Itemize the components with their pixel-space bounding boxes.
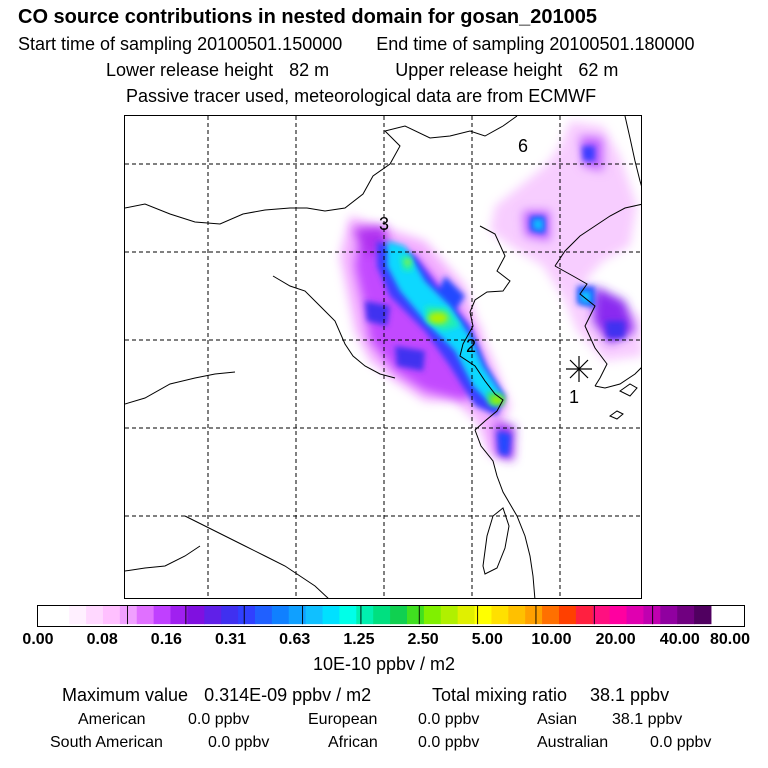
region-name: Australian [537, 734, 609, 751]
sampling-time-line: Start time of sampling 20100501.150000 E… [18, 34, 695, 55]
coastlines [125, 116, 641, 598]
colorbar-swatch [170, 606, 188, 625]
colorbar-tick-label: 5.00 [471, 631, 503, 648]
marker-label-1: 1 [569, 387, 579, 407]
colorbar-swatch [322, 606, 340, 625]
colorbar-tick-label: 0.63 [279, 631, 311, 648]
colorbar-swatch [254, 606, 273, 625]
colorbar-swatch [558, 606, 577, 625]
colorbar-swatch [491, 606, 509, 625]
start-time-value: 20100501.150000 [197, 34, 343, 54]
colorbar-tick-label: 40.00 [659, 631, 700, 648]
tracer-note: Passive tracer used, meteorological data… [126, 86, 597, 106]
page-title: CO source contributions in nested domain… [18, 6, 598, 28]
colorbar-swatch [660, 606, 678, 625]
colorbar-swatch [694, 606, 712, 625]
colorbar-swatch [136, 606, 155, 625]
colorbar-swatch [423, 606, 442, 625]
colorbar-swatch [86, 606, 104, 625]
lower-height-value: 82 m [289, 60, 330, 80]
region-value: 0.0 ppbv [418, 734, 480, 751]
colorbar-swatch [457, 606, 475, 625]
region-name: Asian [537, 711, 578, 728]
graticule [125, 116, 641, 598]
region-value: 0.0 ppbv [188, 711, 250, 728]
total-mixing-value: 38.1 ppbv [590, 685, 670, 705]
colorbar-swatch [153, 606, 171, 625]
colorbar-tick-label: 10.00 [531, 631, 572, 648]
colorbar-tick-label: 20.00 [595, 631, 636, 648]
colorbar-tick-label: 0.31 [214, 631, 247, 648]
total-mixing-label: Total mixing ratio [432, 685, 568, 705]
colorbar-swatch [339, 606, 357, 625]
region-name: African [328, 734, 378, 751]
release-height-line: Lower release height 82 m Upper release … [106, 60, 618, 81]
colorbar-swatch [525, 606, 543, 625]
map-panel: 1 2 3 6 [124, 115, 642, 599]
asterisk-icon [566, 356, 592, 382]
marker-label-6: 6 [518, 136, 528, 156]
colorbar-swatch [187, 606, 205, 625]
colorbar-swatch [440, 606, 459, 625]
lower-height-label: Lower release height [106, 60, 274, 80]
region-value: 0.0 ppbv [650, 734, 712, 751]
colorbar-swatch [575, 606, 594, 625]
colorbar-swatch [626, 606, 644, 625]
upper-height-label: Upper release height [395, 60, 563, 80]
colorbar-swatch [373, 606, 391, 625]
colorbar-swatch [508, 606, 526, 625]
colorbar-swatch [390, 606, 408, 625]
colorbar-swatch [356, 606, 374, 625]
colorbar-swatch [609, 606, 628, 625]
region-value: 0.0 ppbv [208, 734, 270, 751]
colorbar-tick-label: 0.16 [150, 631, 182, 648]
colorbar-tick-label: 2.50 [407, 631, 439, 648]
end-time-label: End time of sampling [376, 34, 545, 54]
colorbar-tick-label: 80.00 [709, 631, 751, 648]
colorbar-swatch [221, 606, 239, 625]
max-value: 0.314E-09 ppbv / m2 [204, 685, 372, 705]
colorbar [37, 605, 745, 627]
region-name: American [78, 711, 146, 728]
colorbar-swatch [69, 606, 87, 625]
region-value: 38.1 ppbv [612, 711, 683, 728]
marker-label-3: 3 [379, 214, 389, 234]
max-value-line: Maximum value 0.314E-09 ppbv / m2 [62, 685, 371, 706]
colorbar-tick-labels: 0.00 0.08 0.16 0.31 0.63 1.25 2.50 5.00 10.00 20.… [0, 631, 768, 651]
colorbar-tick-label: 0.00 [22, 631, 54, 648]
colorbar-swatch [204, 606, 222, 625]
colorbar-swatch [288, 606, 307, 625]
colorbar-swatch [238, 606, 256, 625]
colorbar-swatch [305, 606, 323, 625]
colorbar-swatch [677, 606, 695, 625]
region-name: European [308, 711, 378, 728]
end-time-value: 20100501.180000 [549, 34, 695, 54]
map-canvas: 1 2 3 6 [125, 116, 641, 598]
concentration-field [340, 121, 641, 461]
colorbar-swatch [474, 606, 492, 625]
max-value-label: Maximum value [62, 685, 189, 705]
colorbar-tick-label: 1.25 [343, 631, 375, 648]
colorbar-swatch [271, 606, 290, 625]
region-name: South American [50, 734, 163, 751]
colorbar-swatch [542, 606, 560, 625]
region-value: 0.0 ppbv [418, 711, 480, 728]
colorbar-swatch [119, 606, 138, 625]
colorbar-tick-label: 0.08 [86, 631, 118, 648]
marker-label-2: 2 [466, 336, 476, 356]
start-time-label: Start time of sampling [18, 34, 193, 54]
colorbar-swatch [592, 606, 611, 625]
upper-height-value: 62 m [578, 60, 619, 80]
colorbar-swatch [102, 606, 121, 625]
colorbar-units: 10E-10 ppbv / m2 [312, 654, 456, 674]
colorbar-swatch [643, 606, 661, 625]
colorbar-swatch [406, 606, 425, 625]
